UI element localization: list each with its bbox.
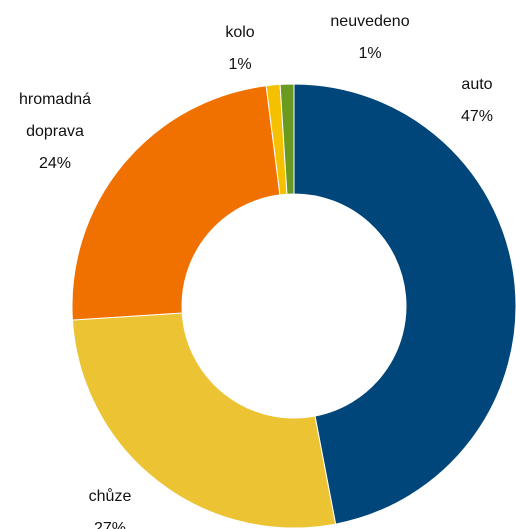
value-label: 24% — [39, 155, 71, 172]
category-label: hromadná doprava — [19, 91, 91, 140]
value-label: 47% — [461, 108, 493, 125]
category-label: neuvedeno — [330, 13, 409, 30]
donut-segment — [71, 85, 281, 321]
donut-segment — [293, 83, 516, 525]
value-label: 27% — [94, 520, 126, 529]
category-label: auto — [461, 76, 492, 93]
category-label: kolo — [225, 24, 254, 41]
donut-segment — [71, 312, 337, 529]
donut-segment — [279, 83, 295, 195]
value-label: 1% — [228, 56, 251, 73]
category-label: chůze — [89, 487, 132, 505]
value-label: 1% — [358, 45, 381, 62]
